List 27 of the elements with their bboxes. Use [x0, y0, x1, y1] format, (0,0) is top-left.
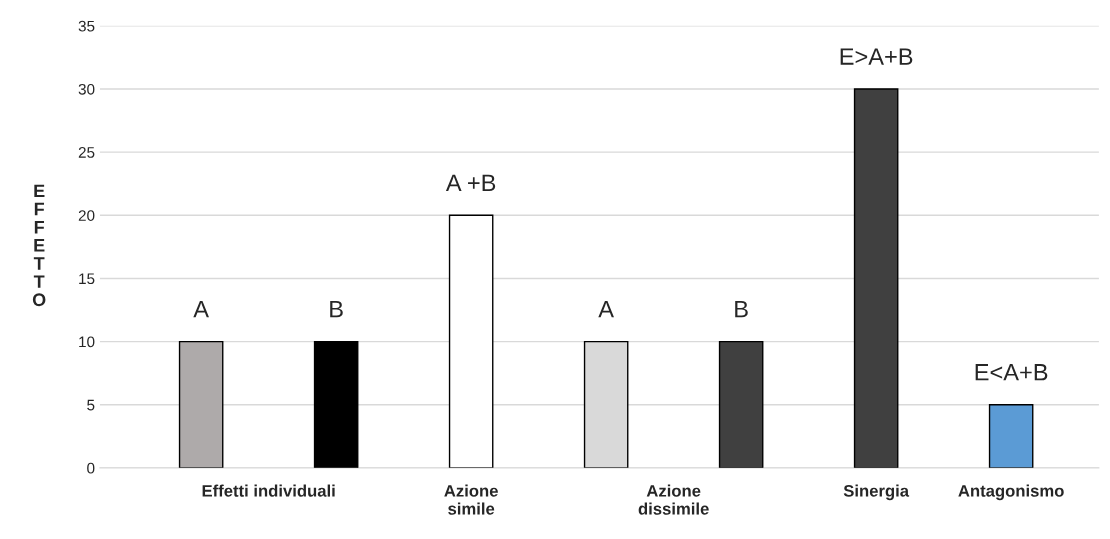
data-label: E>A+B — [840, 48, 913, 65]
x-tick-label: Sinergia — [843, 484, 910, 501]
data-label: A — [598, 300, 614, 318]
x-tick-label: Antagonismo — [958, 484, 1064, 501]
x-tick-label: Azione simile — [444, 484, 498, 515]
data-label: A — [193, 300, 209, 318]
y-tick-label: 30 — [78, 83, 95, 95]
y-tick-label: 5 — [87, 399, 95, 411]
y-tick-label: 25 — [78, 147, 95, 158]
y-tick-label: 0 — [87, 462, 95, 474]
y-tick-label: 35 — [78, 20, 95, 32]
bar — [448, 214, 494, 468]
bar — [853, 88, 899, 468]
data-label: E<A+B — [975, 364, 1048, 381]
data-label: A +B — [445, 174, 496, 191]
y-tick-label: 20 — [78, 210, 95, 221]
y-tick-label: 10 — [79, 336, 95, 348]
bar — [313, 340, 359, 468]
bar — [988, 404, 1034, 468]
bar — [718, 340, 764, 468]
y-axis-title: EFFETTO — [32, 184, 46, 307]
data-label: B — [330, 300, 343, 318]
data-label: B — [735, 300, 748, 318]
y-tick-label: 15 — [79, 273, 95, 285]
bar — [178, 340, 224, 468]
x-tick-label: Effetti individuali — [202, 484, 335, 497]
x-tick-label: Azione dissimile — [638, 484, 709, 515]
